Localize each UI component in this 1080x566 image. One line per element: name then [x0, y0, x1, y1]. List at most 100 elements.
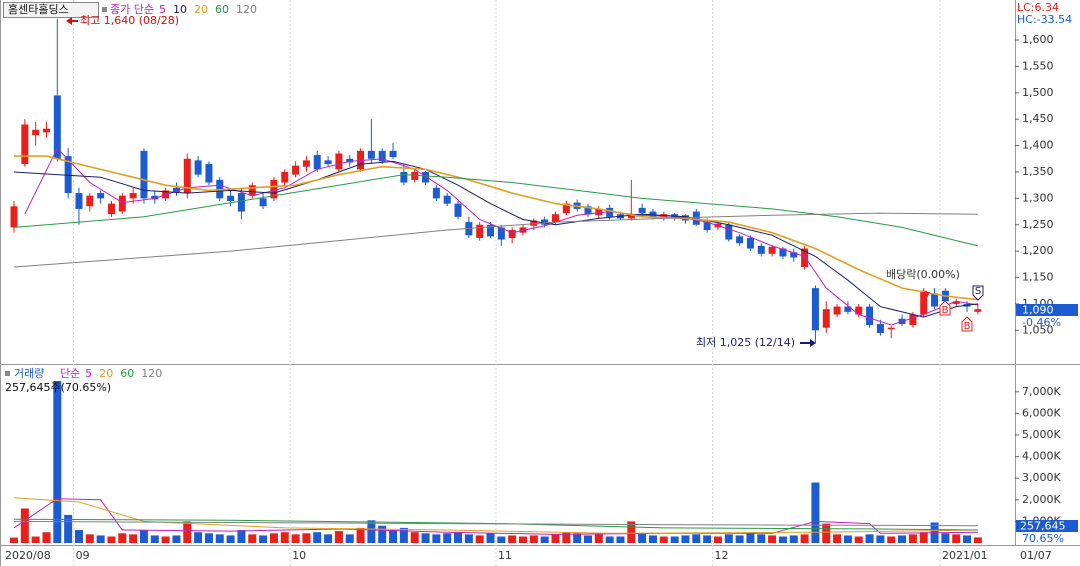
candle-body: [107, 203, 115, 215]
ex-dividend-annotation: 배당락(0.00%): [886, 268, 960, 281]
candle-body: [422, 171, 430, 183]
volume-bar: [302, 533, 311, 543]
volume-bar: [172, 535, 181, 543]
candle-body: [822, 309, 830, 328]
volume-bar: [508, 535, 517, 543]
volume-bar: [85, 534, 94, 543]
volume-bar: [638, 533, 647, 543]
y-tick-label: 3,000K: [1022, 471, 1061, 484]
volume-bar: [497, 536, 506, 543]
stock-name-box[interactable]: [3, 2, 99, 18]
candle-body: [931, 293, 939, 307]
x-tick-label: 2021/01: [942, 549, 988, 562]
candle-body: [97, 193, 105, 199]
volume-box-text: 257,645: [1020, 520, 1066, 533]
buy-label: B: [942, 305, 949, 316]
volume-bar: [811, 482, 820, 543]
volume-bar: [681, 535, 690, 543]
candle-body: [129, 193, 137, 199]
candle-body: [790, 252, 798, 258]
buy-marker: [939, 300, 951, 316]
volume-bar: [887, 536, 896, 543]
candle-body: [746, 237, 754, 249]
y-tick-label: 2,000K: [1022, 493, 1061, 506]
volume-box: [1016, 520, 1078, 532]
volume-bar: [713, 536, 722, 543]
candle-body: [855, 306, 863, 315]
stock-name[interactable]: 홈센타홀딩스: [8, 2, 69, 16]
candle-body: [270, 179, 278, 199]
volume-bar: [194, 532, 203, 543]
candle-body: [281, 171, 289, 183]
candle-body: [703, 222, 711, 231]
candle-body: [118, 195, 126, 212]
ma-line: [13, 498, 978, 535]
buy-label: B: [964, 321, 971, 332]
candle-body: [140, 150, 148, 199]
candle-body: [21, 124, 29, 165]
volume-bar: [367, 520, 376, 543]
candle-body: [172, 187, 180, 193]
volume-ratio: 70.65%: [1022, 532, 1064, 545]
candle-body: [638, 207, 646, 214]
volume-bar: [129, 534, 138, 543]
volume-bar: [757, 534, 766, 543]
volume-bar: [551, 534, 560, 543]
candle-body: [757, 245, 765, 254]
legend-entry: 5: [85, 367, 92, 380]
volume-bar: [432, 534, 441, 543]
grid-layer: 1,0501,1001,1501,2001,2501,3001,3501,400…: [73, 0, 1061, 566]
y-tick-label: 4,000K: [1022, 450, 1061, 463]
volume-bar: [74, 530, 83, 543]
candle-body: [227, 195, 235, 202]
volume-bar: [973, 537, 982, 543]
volume-bar: [854, 536, 863, 543]
candle-body: [595, 208, 603, 216]
candle-body: [292, 165, 300, 175]
candle-body: [811, 288, 819, 331]
candle-body: [692, 211, 700, 225]
volume-bar: [443, 533, 452, 543]
candle-body: [151, 195, 159, 200]
ma-line: [13, 518, 978, 531]
volume-bar: [692, 534, 701, 543]
x-tick-label: 11: [498, 549, 512, 562]
volume-bar: [356, 527, 365, 543]
candle-body: [313, 155, 321, 170]
candle-body: [497, 227, 505, 240]
volume-bar: [31, 536, 40, 543]
candle-body: [920, 290, 928, 315]
legend-icon: [102, 7, 107, 12]
volume-bar: [313, 532, 322, 543]
candle-body: [64, 156, 72, 194]
candle-body: [75, 193, 83, 209]
legend-entry: 120: [141, 367, 162, 380]
volume-bar: [53, 381, 62, 543]
candle-body: [476, 224, 484, 238]
candle-body: [42, 128, 50, 133]
candle-body: [530, 220, 538, 226]
volume-bar: [161, 536, 170, 543]
legend-entry: 20: [99, 367, 113, 380]
candle-body: [736, 236, 744, 244]
y-tick-label: 1,300: [1022, 191, 1054, 204]
candle-body: [367, 150, 375, 159]
volume-bar: [616, 536, 625, 543]
volume-bar: [399, 527, 408, 543]
legend-entry: 5: [159, 3, 166, 16]
volume-ma-label: 단순: [60, 367, 80, 380]
candle-body: [801, 248, 809, 267]
volume-bar: [486, 533, 495, 543]
volume-bar: [659, 536, 668, 543]
candle-body: [952, 301, 960, 304]
candle-body: [541, 219, 549, 225]
ma-line: [13, 174, 979, 247]
volume-bar: [324, 534, 333, 543]
volume-bar: [107, 536, 116, 543]
volume-bar: [627, 521, 636, 543]
price-box-text: 1,090: [1022, 304, 1054, 317]
volume-bar: [464, 534, 473, 543]
candle-body: [562, 203, 570, 214]
